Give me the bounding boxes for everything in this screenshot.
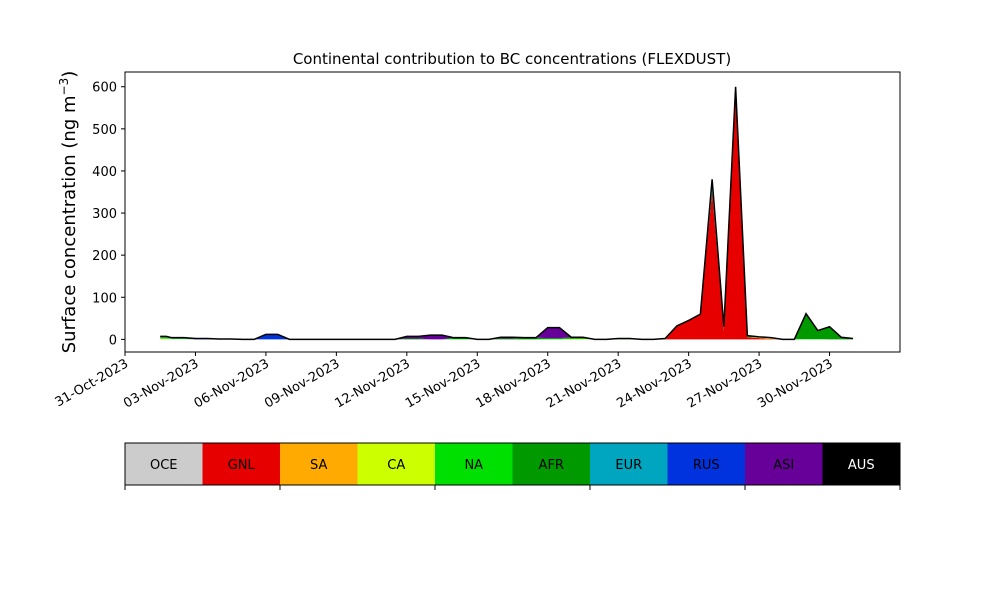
colorbar-swatch-na bbox=[435, 443, 513, 485]
colorbar-label-oce: OCE bbox=[150, 458, 178, 473]
y-axis-label: Surface concentration (ng m−3) bbox=[57, 71, 80, 354]
colorbar-label-aus: AUS bbox=[848, 458, 875, 473]
plot-area bbox=[160, 86, 854, 341]
colorbar-label-ca: CA bbox=[387, 458, 405, 473]
colorbar-label-sa: SA bbox=[310, 458, 327, 473]
colorbar-label-na: NA bbox=[464, 458, 483, 473]
colorbar-label-afr: AFR bbox=[539, 458, 564, 473]
area-ca bbox=[160, 90, 854, 340]
colorbar-frame bbox=[124, 442, 901, 486]
y-tick-label: 400 bbox=[92, 165, 117, 180]
area-na bbox=[160, 90, 854, 340]
colorbar-label-asi: ASI bbox=[773, 458, 794, 473]
colorbar-label-gnl: GNL bbox=[228, 458, 256, 473]
area-aus bbox=[160, 86, 854, 340]
y-axis-label-main: Surface concentration (ng m bbox=[59, 95, 80, 353]
x-tick-label: 03-Nov-2023 bbox=[121, 356, 201, 411]
x-tick-label: 30-Nov-2023 bbox=[755, 356, 835, 411]
chart-title: Continental contribution to BC concentra… bbox=[293, 50, 731, 68]
colorbar-swatch-asi bbox=[745, 443, 823, 485]
area-asi bbox=[160, 86, 854, 340]
x-tick-label: 31-Oct-2023 bbox=[53, 356, 131, 410]
colorbar-swatch-gnl bbox=[202, 443, 280, 485]
y-axis-label-superscript: −3 bbox=[57, 78, 71, 96]
x-tick-label: 15-Nov-2023 bbox=[403, 356, 483, 411]
colorbar-swatch-rus bbox=[667, 443, 745, 485]
colorbar-swatch-ca bbox=[357, 443, 435, 485]
total-outline bbox=[160, 86, 854, 341]
area-rus bbox=[160, 86, 854, 340]
y-tick-label: 500 bbox=[92, 123, 117, 138]
x-tick-label: 27-Nov-2023 bbox=[685, 356, 765, 411]
x-tick-label: 12-Nov-2023 bbox=[333, 356, 413, 411]
colorbar-swatch-sa bbox=[280, 443, 358, 485]
colorbar-swatch-eur bbox=[590, 443, 668, 485]
y-axis-label-close: ) bbox=[59, 71, 80, 78]
x-tick-label: 09-Nov-2023 bbox=[262, 356, 342, 411]
colorbar-label-rus: RUS bbox=[693, 458, 720, 473]
colorbar-label-eur: EUR bbox=[615, 458, 642, 473]
area-afr bbox=[160, 88, 854, 340]
area-eur bbox=[160, 86, 854, 340]
x-tick-label: 18-Nov-2023 bbox=[473, 356, 553, 411]
colorbar-swatch-aus bbox=[822, 443, 900, 485]
y-tick-label: 200 bbox=[92, 249, 117, 264]
colorbar: OCE GNL SA CA NA AFR EUR RUS ASI AUS bbox=[124, 442, 901, 490]
axes: 0 100 200 300 400 500 600 31-Oct-202303-Nov-202… bbox=[53, 71, 901, 411]
axes-frame bbox=[124, 71, 901, 353]
y-tick-label: 0 bbox=[109, 333, 117, 348]
colorbar-swatch-oce bbox=[125, 443, 203, 485]
y-tick-label: 600 bbox=[92, 81, 117, 96]
area-gnl bbox=[160, 90, 854, 340]
area-sa bbox=[160, 90, 854, 340]
x-tick-label: 21-Nov-2023 bbox=[544, 356, 624, 411]
y-tick-label: 100 bbox=[92, 291, 117, 306]
colorbar-swatch-afr bbox=[512, 443, 590, 485]
x-tick-label: 24-Nov-2023 bbox=[614, 356, 694, 411]
x-tick-label: 06-Nov-2023 bbox=[192, 356, 272, 411]
y-tick-label: 300 bbox=[92, 207, 117, 222]
